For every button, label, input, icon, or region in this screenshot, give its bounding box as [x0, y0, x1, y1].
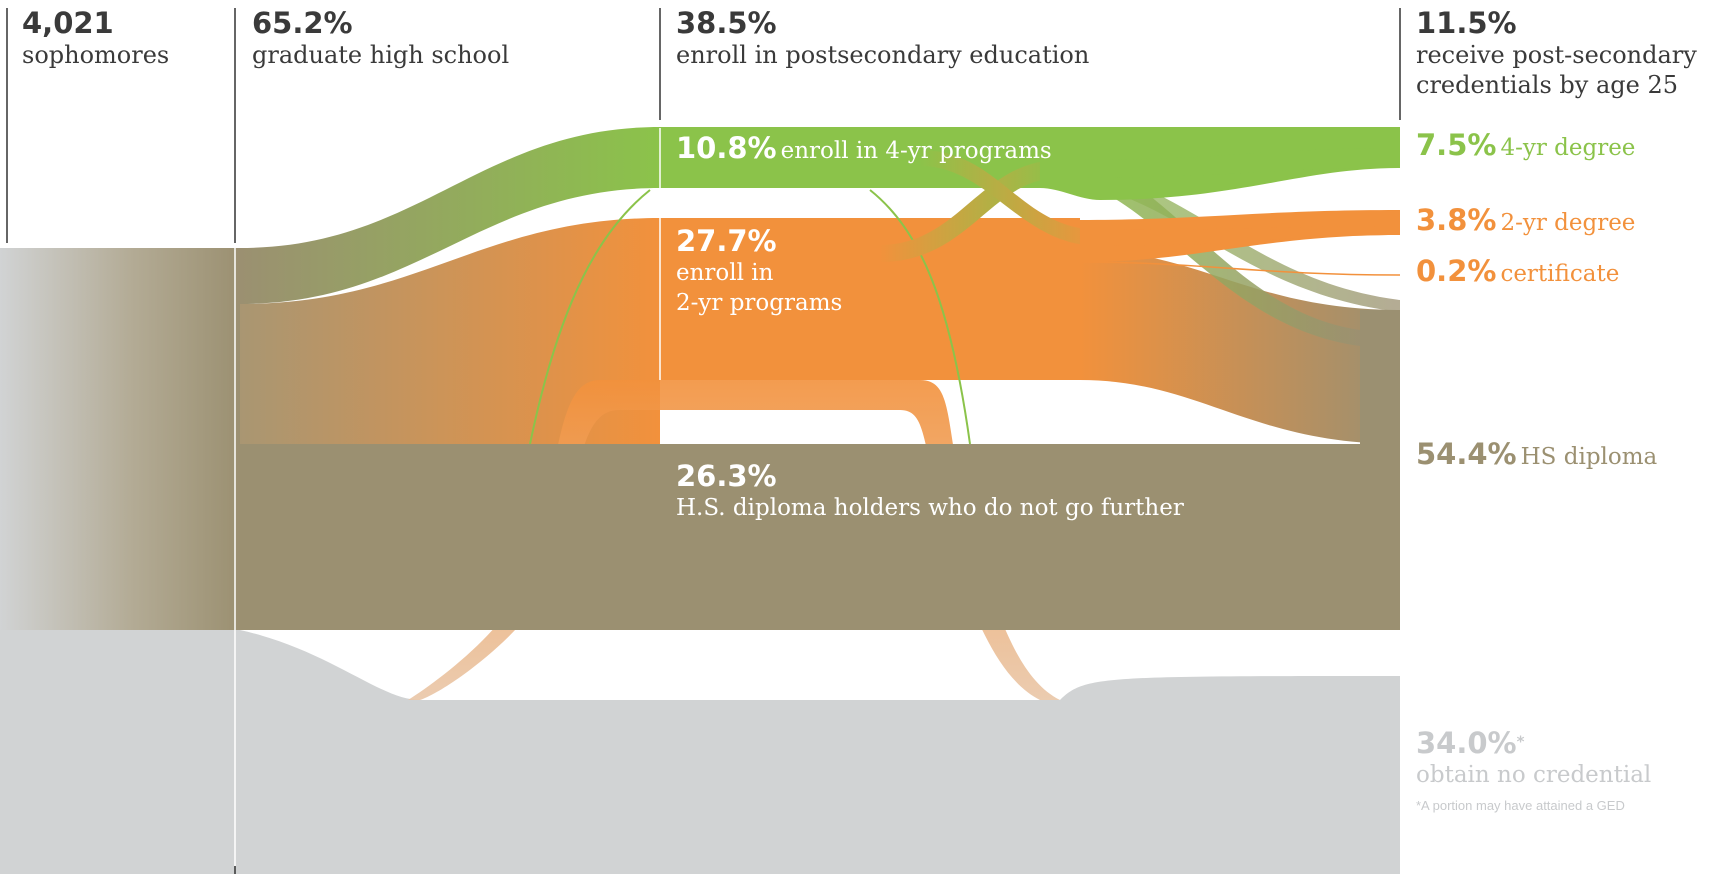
flow-to-four-year: [240, 127, 660, 304]
stage-postsecondary-label: enroll in postsecondary education: [676, 41, 1090, 69]
outcome-hs-diploma: 54.4% HS diploma: [1416, 437, 1657, 471]
flow-sophomores-to-graduates: [0, 248, 240, 630]
flow-diploma-holders-overlay: [480, 444, 1100, 630]
outcome-hs-diploma-value: 54.4%: [1416, 437, 1517, 471]
flow-two-year-to-hs-diploma: [1080, 250, 1400, 444]
outcome-no-credential-asterisk: *: [1516, 732, 1525, 751]
node-two-year-label-line2: 2-yr programs: [676, 290, 843, 316]
outcome-no-credential-value: 34.0%: [1416, 726, 1517, 760]
stage-postsecondary: 38.5% enroll in postsecondary education: [676, 6, 1089, 70]
stage-credentials-value: 11.5%: [1416, 6, 1517, 40]
node-diploma-only-label: H.S. diploma holders who do not go furth…: [676, 495, 1184, 521]
outcome-certificate-label: certificate: [1500, 261, 1620, 287]
flow-to-two-year-degree-tail: [1100, 226, 1400, 246]
flow-four-year-dropout-line-right: [869, 189, 971, 445]
stage-graduates-label: graduate high school: [252, 41, 510, 69]
flow-to-two-year: [240, 218, 660, 444]
node-four-year-label: enroll in 4-yr programs: [780, 138, 1052, 164]
outcome-two-year-degree-value: 3.8%: [1416, 203, 1497, 237]
node-diploma-only-value: 26.3%: [676, 459, 777, 493]
outcome-certificate-value: 0.2%: [1416, 254, 1497, 288]
flow-four-year-dropout-line-left: [529, 189, 651, 445]
outcome-four-year-degree: 7.5% 4-yr degree: [1416, 128, 1635, 162]
flow-to-certificate: [1079, 261, 1401, 276]
stage-sophomores-value: 4,021: [22, 6, 114, 40]
stage-graduates-value: 65.2%: [252, 6, 353, 40]
stage-sophomores-label: sophomores: [22, 41, 170, 69]
stage-sophomores: 4,021 sophomores: [22, 6, 169, 70]
stage-credentials: 11.5% receive post-secondary credentials…: [1416, 6, 1697, 100]
outcome-four-year-degree-value: 7.5%: [1416, 128, 1497, 162]
outcome-two-year-degree-label: 2-yr degree: [1500, 210, 1636, 236]
node-two-year: 27.7% enroll in 2-yr programs: [676, 224, 842, 318]
node-diploma-only: 26.3% H.S. diploma holders who do not go…: [676, 459, 1184, 523]
node-four-year: 10.8% enroll in 4-yr programs: [676, 131, 1052, 166]
outcome-no-credential: 34.0%* obtain no credential *A portion m…: [1416, 726, 1651, 813]
flow-two-year-node: [660, 218, 1080, 380]
footnote: *A portion may have attained a GED: [1416, 798, 1625, 813]
outcome-two-year-degree: 3.8% 2-yr degree: [1416, 203, 1635, 237]
outcome-hs-diploma-label: HS diploma: [1520, 444, 1658, 470]
flow-hs-diploma-terminal: [1360, 310, 1400, 630]
node-two-year-label-line1: enroll in: [676, 260, 774, 286]
stage-credentials-label-line1: receive post-secondary: [1416, 41, 1697, 69]
stage-postsecondary-value: 38.5%: [676, 6, 777, 40]
stage-credentials-label-line2: credentials by age 25: [1416, 71, 1678, 99]
node-four-year-value: 10.8%: [676, 131, 777, 165]
flow-no-credential: [0, 630, 1400, 874]
flow-two-year-to-four-year-degree: [880, 160, 1060, 262]
stage-graduates: 65.2% graduate high school: [252, 6, 509, 70]
node-two-year-value: 27.7%: [676, 224, 777, 258]
flow-to-four-year-degree-tail: [1060, 148, 1400, 178]
outcome-certificate: 0.2% certificate: [1416, 254, 1619, 288]
flow-four-year-node: [660, 127, 1040, 188]
outcome-four-year-degree-label: 4-yr degree: [1500, 135, 1636, 161]
flow-four-year-to-two-year-degree: [920, 150, 1100, 246]
outcome-no-credential-label: obtain no credential: [1416, 762, 1652, 788]
